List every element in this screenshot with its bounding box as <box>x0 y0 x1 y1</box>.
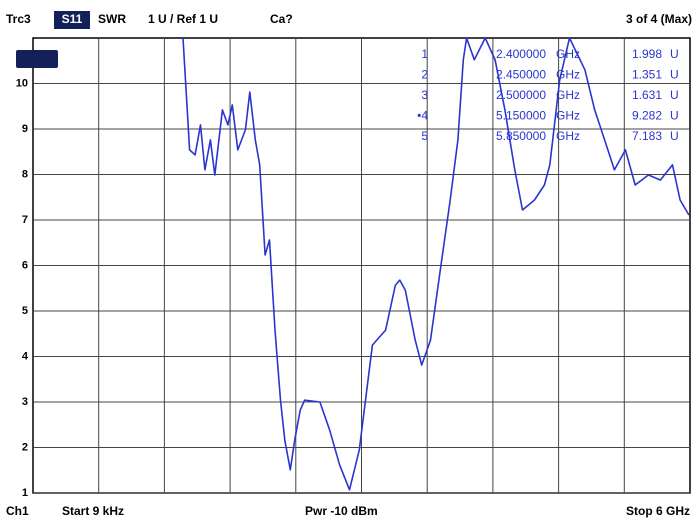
marker-label: 5 <box>421 129 428 143</box>
marker-value: 7.183 <box>632 129 662 143</box>
marker-value-unit: U <box>670 88 679 102</box>
start-freq: Start 9 kHz <box>62 504 124 518</box>
stop-freq: Stop 6 GHz <box>626 504 690 518</box>
marker-value-unit: U <box>670 47 679 61</box>
marker-value-unit: U <box>670 68 679 82</box>
marker-value: 1.351 <box>632 68 662 82</box>
trace <box>182 37 690 491</box>
marker-value: 9.282 <box>632 109 662 123</box>
marker-freq-unit: GHz <box>556 109 580 123</box>
trace-status: 3 of 4 (Max) <box>626 12 692 26</box>
marker-value: 1.998 <box>632 47 662 61</box>
marker-value-unit: U <box>670 129 679 143</box>
y-tick-label: 7 <box>22 214 28 226</box>
y-tick-label: 9 <box>22 123 28 135</box>
marker-value: 1.631 <box>632 88 662 102</box>
y-tick-label: 5 <box>22 305 28 317</box>
trace-label: Trc3 <box>6 12 31 26</box>
y-tick-label: 3 <box>22 396 28 408</box>
power: Pwr -10 dBm <box>305 504 378 518</box>
marker-badge <box>16 50 58 68</box>
marker-frequency: 5.850000 <box>496 129 546 143</box>
parameter: S11 <box>62 12 83 26</box>
y-tick-label: 2 <box>22 441 28 453</box>
marker-freq-unit: GHz <box>556 47 580 61</box>
parameter-box <box>54 11 90 29</box>
marker-label: •4 <box>417 109 428 123</box>
y-tick-label: 8 <box>22 168 28 180</box>
marker-freq-unit: GHz <box>556 88 580 102</box>
marker-label: 1 <box>421 47 428 61</box>
y-tick-label: 10 <box>16 77 28 89</box>
cal-status: Ca? <box>270 12 293 26</box>
marker-label: 2 <box>421 68 428 82</box>
channel: Ch1 <box>6 504 29 518</box>
marker-frequency: 2.450000 <box>496 68 546 82</box>
marker-frequency: 5.150000 <box>496 109 546 123</box>
marker-freq-unit: GHz <box>556 68 580 82</box>
marker-frequency: 2.400000 <box>496 47 546 61</box>
format: SWR <box>98 12 126 26</box>
marker-freq-unit: GHz <box>556 129 580 143</box>
y-tick-label: 6 <box>22 259 28 271</box>
y-tick-label: 1 <box>22 487 28 499</box>
y-tick-label: 4 <box>22 350 29 362</box>
marker-label: 3 <box>421 88 428 102</box>
marker-frequency: 2.500000 <box>496 88 546 102</box>
scale: 1 U / Ref 1 U <box>148 12 218 26</box>
marker-value-unit: U <box>670 109 679 123</box>
